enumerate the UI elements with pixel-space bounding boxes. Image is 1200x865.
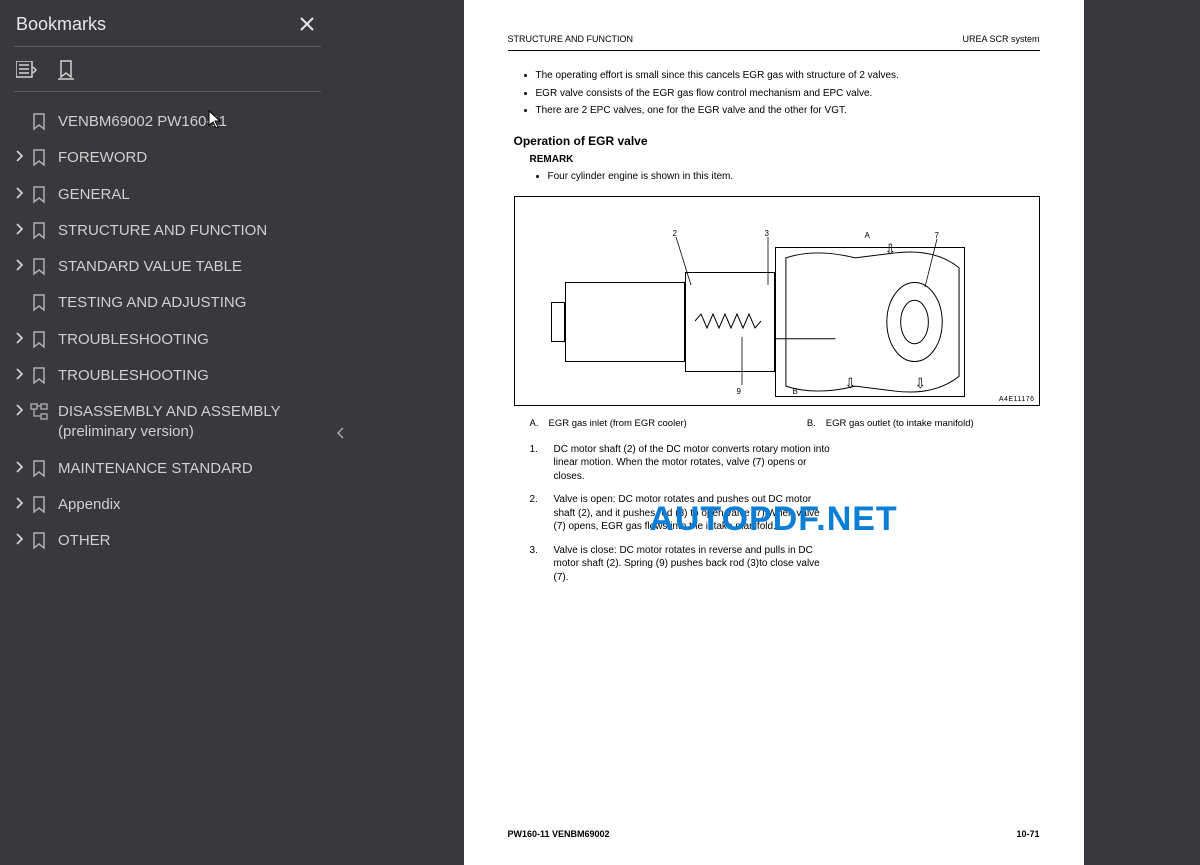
bullet-item: The operating effort is small since this… <box>536 69 1040 83</box>
legend-key: B. <box>807 418 816 429</box>
chevron-right-icon[interactable] <box>10 187 28 199</box>
document-viewport[interactable]: AUTOPDF.NET STRUCTURE AND FUNCTION UREA … <box>347 0 1200 865</box>
legend-text: EGR gas inlet (from EGR cooler) <box>548 418 686 429</box>
header-left: STRUCTURE AND FUNCTION <box>508 34 634 44</box>
remark-item: Four cylinder engine is shown in this it… <box>548 171 1040 182</box>
footer-left: PW160-11 VENBM69002 <box>508 829 610 839</box>
header-right: UREA SCR system <box>962 34 1039 44</box>
step-text: Valve is close: DC motor rotates in reve… <box>554 544 834 585</box>
view-list-icon[interactable] <box>16 59 38 81</box>
step-text: Valve is open: DC motor rotates and push… <box>554 493 834 534</box>
bookmark-item[interactable]: TESTING AND ADJUSTING <box>0 285 335 321</box>
bookmark-icon <box>28 460 50 478</box>
bookmark-label: OTHER <box>58 531 327 551</box>
close-icon[interactable] <box>295 12 319 36</box>
sidebar-header: Bookmarks <box>0 0 335 46</box>
remark-list: Four cylinder engine is shown in this it… <box>548 171 1040 182</box>
bookmark-item[interactable]: FOREWORD <box>0 140 335 176</box>
bookmark-item[interactable]: OTHER <box>0 523 335 559</box>
operation-steps: 1. DC motor shaft (2) of the DC motor co… <box>530 443 1040 585</box>
section-title: Operation of EGR valve <box>514 134 1040 148</box>
header-rule <box>508 50 1040 51</box>
bookmark-label: GENERAL <box>58 185 327 205</box>
bookmark-label: TROUBLESHOOTING <box>58 366 327 386</box>
divider <box>14 91 321 92</box>
bookmark-icon <box>28 258 50 276</box>
step-number: 2. <box>530 493 542 534</box>
bookmark-label: STRUCTURE AND FUNCTION <box>58 221 327 241</box>
bookmark-label: VENBM69002 PW160-11 <box>58 112 327 132</box>
bookmark-icon <box>28 496 50 514</box>
step-item: 1. DC motor shaft (2) of the DC motor co… <box>530 443 1040 484</box>
bullet-item: EGR valve consists of the EGR gas flow c… <box>536 87 1040 101</box>
intro-bullets: The operating effort is small since this… <box>536 69 1040 118</box>
pdf-page: STRUCTURE AND FUNCTION UREA SCR system T… <box>464 0 1084 865</box>
chevron-right-icon[interactable] <box>10 259 28 271</box>
legend-key: A. <box>530 418 539 429</box>
chevron-right-icon[interactable] <box>10 461 28 473</box>
bookmark-item[interactable]: MAINTENANCE STANDARD <box>0 451 335 487</box>
page-header: STRUCTURE AND FUNCTION UREA SCR system <box>508 34 1040 44</box>
legend-text: EGR gas outlet (to intake manifold) <box>826 418 974 429</box>
bookmark-item[interactable]: TROUBLESHOOTING <box>0 322 335 358</box>
bookmark-item[interactable]: DISASSEMBLY AND ASSEMBLY (preliminary ve… <box>0 394 335 451</box>
bookmark-label: DISASSEMBLY AND ASSEMBLY (preliminary ve… <box>58 402 327 443</box>
chevron-right-icon[interactable] <box>10 368 28 380</box>
legend-item: A. EGR gas inlet (from EGR cooler) <box>530 418 687 429</box>
step-text: DC motor shaft (2) of the DC motor conve… <box>554 443 834 484</box>
bookmark-label: Appendix <box>58 495 327 515</box>
diagram-legend: A. EGR gas inlet (from EGR cooler) B. EG… <box>530 418 1034 429</box>
bookmark-ribbon-icon[interactable] <box>56 59 78 81</box>
tree-icon <box>28 403 50 421</box>
bookmark-item[interactable]: STRUCTURE AND FUNCTION <box>0 213 335 249</box>
bookmark-icon <box>28 113 50 131</box>
diagram-code: A4E11176 <box>999 396 1035 403</box>
bookmark-item[interactable]: VENBM69002 PW160-11 <box>0 104 335 140</box>
bookmark-item[interactable]: Appendix <box>0 487 335 523</box>
bookmark-label: TESTING AND ADJUSTING <box>58 293 327 313</box>
bookmark-icon <box>28 149 50 167</box>
divider <box>14 46 321 47</box>
page-footer: PW160-11 VENBM69002 10-71 <box>508 829 1040 839</box>
bookmark-item[interactable]: STANDARD VALUE TABLE <box>0 249 335 285</box>
diagram-label: 9 <box>737 387 741 396</box>
step-number: 3. <box>530 544 542 585</box>
bookmark-icon <box>28 331 50 349</box>
bookmark-icon <box>28 186 50 204</box>
bookmark-icon <box>28 532 50 550</box>
chevron-right-icon[interactable] <box>10 533 28 545</box>
bookmark-label: FOREWORD <box>58 148 327 168</box>
chevron-right-icon[interactable] <box>10 223 28 235</box>
bookmarks-sidebar: Bookmarks VENBM69002 PW160-11 FOREWORD GEN… <box>0 0 335 865</box>
sidebar-collapse-handle[interactable] <box>335 0 347 865</box>
sidebar-title: Bookmarks <box>16 14 106 35</box>
bookmark-list: VENBM69002 PW160-11 FOREWORD GENERAL STRUCT… <box>0 100 335 563</box>
sidebar-toolbar <box>0 55 335 91</box>
bookmark-label: TROUBLESHOOTING <box>58 330 327 350</box>
step-item: 3. Valve is close: DC motor rotates in r… <box>530 544 1040 585</box>
bookmark-icon <box>28 367 50 385</box>
chevron-right-icon[interactable] <box>10 332 28 344</box>
legend-item: B. EGR gas outlet (to intake manifold) <box>807 418 974 429</box>
chevron-right-icon[interactable] <box>10 497 28 509</box>
bookmark-item[interactable]: GENERAL <box>0 177 335 213</box>
bullet-item: There are 2 EPC valves, one for the EGR … <box>536 104 1040 118</box>
footer-right: 10-71 <box>1016 829 1039 839</box>
diagram-label: A <box>865 231 870 240</box>
bookmark-icon <box>28 222 50 240</box>
step-item: 2. Valve is open: DC motor rotates and p… <box>530 493 1040 534</box>
chevron-right-icon[interactable] <box>10 150 28 162</box>
diagram-label: B <box>793 387 798 396</box>
bookmark-label: MAINTENANCE STANDARD <box>58 459 327 479</box>
bookmark-label: STANDARD VALUE TABLE <box>58 257 327 277</box>
chevron-right-icon[interactable] <box>10 404 28 416</box>
step-number: 1. <box>530 443 542 484</box>
remark-label: REMARK <box>530 154 1040 165</box>
bookmark-icon <box>28 294 50 312</box>
bookmark-item[interactable]: TROUBLESHOOTING <box>0 358 335 394</box>
egr-valve-diagram: 2 3 A 7 9 B ⇩ ⇩ ⇩ A4E11176 <box>514 196 1040 406</box>
